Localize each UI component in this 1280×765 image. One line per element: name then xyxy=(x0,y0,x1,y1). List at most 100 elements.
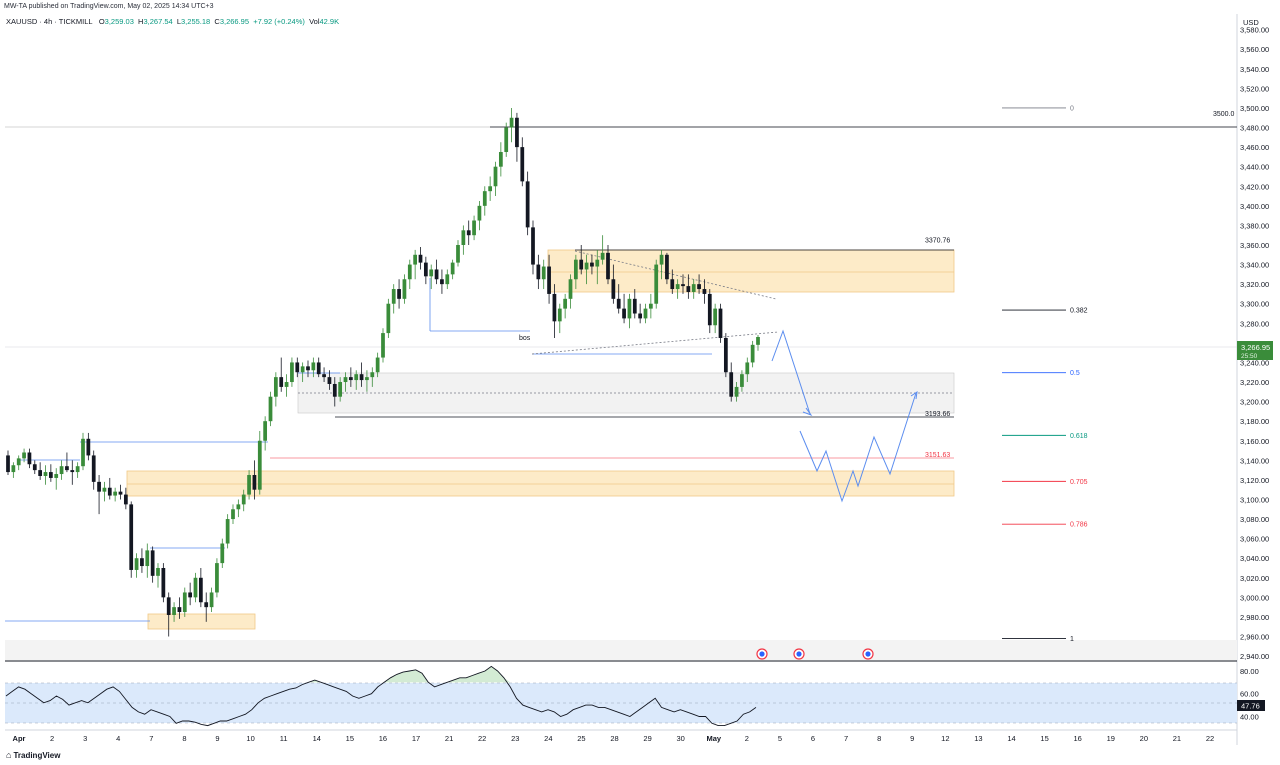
demand-zone[interactable] xyxy=(126,470,955,497)
price-tick-label: 3,440.00 xyxy=(1240,163,1269,172)
event-marker-3[interactable] xyxy=(862,648,874,660)
candle xyxy=(134,553,139,578)
time-tick-label: 2 xyxy=(50,734,54,743)
time-tick-label: 9 xyxy=(215,734,219,743)
price-tick-label: 3,220.00 xyxy=(1240,378,1269,387)
candle xyxy=(622,293,626,324)
bos-label: bos xyxy=(519,335,531,342)
time-tick-label: 3 xyxy=(83,734,87,743)
candle xyxy=(70,460,75,485)
candle xyxy=(482,186,487,216)
time-tick-label: 14 xyxy=(1007,734,1015,743)
time-tick-label: 21 xyxy=(445,734,453,743)
price-tick-label: 2,940.00 xyxy=(1240,652,1269,661)
rsi-tick-label: 60.00 xyxy=(1240,690,1259,699)
time-tick-label: 20 xyxy=(1140,734,1148,743)
candle xyxy=(702,279,707,304)
candle xyxy=(306,360,310,378)
candle xyxy=(172,602,176,622)
open-label: O xyxy=(98,17,105,26)
candle xyxy=(723,333,728,378)
candle xyxy=(691,279,696,299)
candle xyxy=(118,484,123,500)
rsi-indicator[interactable]: 80.00 60.00 40.00 xyxy=(5,665,1259,727)
fib-retracement[interactable]: 0 0.382 0.5 0.618 0.705 0.786 1 xyxy=(1002,105,1088,643)
candle xyxy=(43,465,48,485)
symbol-info-bar: XAUUSD · 4h · TICKMILL O3,259.03 H3,267.… xyxy=(6,17,339,26)
candle xyxy=(193,572,198,603)
level-label: 3151.63 xyxy=(925,452,950,459)
current-price-tag[interactable]: 3,266.95 25:50 xyxy=(1237,341,1273,360)
candle xyxy=(391,284,396,314)
price-tick-label: 3,360.00 xyxy=(1240,241,1269,250)
candle xyxy=(536,254,541,290)
rsi-line[interactable] xyxy=(5,665,757,727)
candle xyxy=(756,335,760,351)
time-tick-label: 23 xyxy=(511,734,519,743)
low-zone[interactable] xyxy=(147,613,256,630)
price-tick-label: 3,100.00 xyxy=(1240,495,1269,504)
candle xyxy=(129,501,134,578)
candle xyxy=(434,259,439,285)
descending-trendline[interactable] xyxy=(574,250,777,300)
projection-path-2[interactable] xyxy=(799,392,917,503)
tradingview-logo[interactable]: ⌂ TradingView xyxy=(6,750,60,760)
time-tick-label: Apr xyxy=(13,734,26,743)
ascending-trendline[interactable] xyxy=(531,331,779,355)
candle xyxy=(54,468,59,490)
supply-zone[interactable] xyxy=(547,249,955,293)
candle xyxy=(236,499,241,518)
candle xyxy=(354,370,359,390)
candle xyxy=(97,475,101,515)
symbol-label[interactable]: XAUUSD · 4h · TICKMILL xyxy=(6,17,93,26)
time-tick-label: 13 xyxy=(974,734,982,743)
candle xyxy=(423,256,428,285)
candle xyxy=(247,470,251,500)
price-tick-label: 3,000.00 xyxy=(1240,593,1269,602)
candle xyxy=(381,328,385,363)
candle xyxy=(402,274,407,304)
candle xyxy=(638,303,643,324)
level-label: 3370.76 xyxy=(925,237,950,244)
rsi-tick-label: 80.00 xyxy=(1240,667,1259,676)
time-tick-label: 8 xyxy=(182,734,186,743)
price-tick-label: 3,580.00 xyxy=(1240,26,1269,35)
candle xyxy=(86,432,91,461)
candle xyxy=(616,284,621,314)
candle xyxy=(273,372,278,407)
candle xyxy=(209,587,214,613)
candle xyxy=(563,293,568,319)
candle xyxy=(509,107,514,143)
candle xyxy=(220,538,225,568)
time-axis[interactable]: Apr 2 3 4 7 8 9 10 11 14 15 16 17 21 22 23 24 25 28 29 30 May… xyxy=(13,734,1215,743)
fib-level-label: 0.618 xyxy=(1070,433,1088,440)
candle xyxy=(166,592,171,637)
high-value: 3,267.54 xyxy=(143,17,173,26)
candle xyxy=(718,303,723,343)
candle xyxy=(568,274,573,309)
event-marker-2[interactable] xyxy=(793,648,805,660)
countdown-text: 25:50 xyxy=(1241,353,1258,360)
candle xyxy=(707,289,712,334)
volume-label: Vol xyxy=(309,17,320,26)
time-tick-label: 28 xyxy=(610,734,618,743)
candle xyxy=(27,448,32,469)
time-tick-label: 14 xyxy=(313,734,321,743)
price-axis[interactable]: 3,580.00 3,560.00 3,540.00 3,520.00 3,500.00… xyxy=(1240,26,1269,661)
change-value: +7.92 (+0.24%) xyxy=(253,17,305,26)
candle xyxy=(418,246,423,270)
candle xyxy=(654,259,659,309)
projection-path-1[interactable] xyxy=(771,329,811,415)
time-tick-label: 16 xyxy=(1073,734,1081,743)
price-tick-label: 3,480.00 xyxy=(1240,124,1269,133)
price-tick-label: 2,960.00 xyxy=(1240,633,1269,642)
candle xyxy=(729,362,734,402)
candle xyxy=(600,235,605,265)
fib-level-label: 0.382 xyxy=(1070,308,1088,315)
projection-arrow-2 xyxy=(910,390,918,400)
event-marker-1[interactable] xyxy=(756,648,768,660)
time-tick-label: 16 xyxy=(379,734,387,743)
time-tick-label: 22 xyxy=(478,734,486,743)
candle xyxy=(734,382,739,402)
